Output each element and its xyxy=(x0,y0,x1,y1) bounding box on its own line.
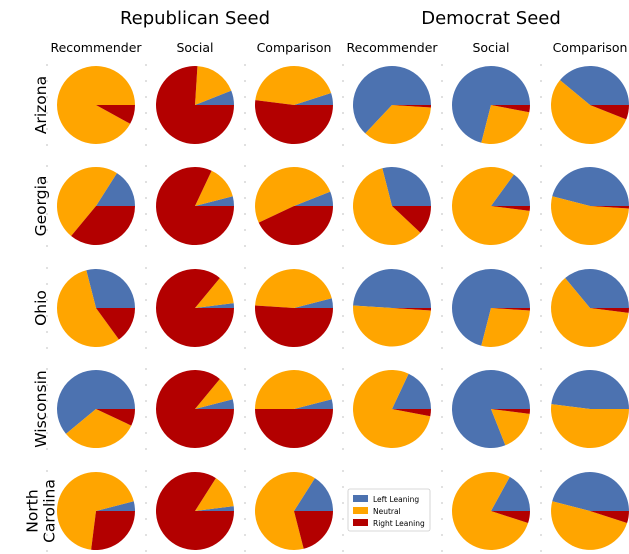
pie-slice-right-leaning xyxy=(255,306,333,347)
pie-slice-right-leaning xyxy=(255,409,333,448)
legend-swatch-neutral xyxy=(353,507,368,514)
row-label-georgia: Georgia xyxy=(32,176,50,237)
column-label-comparison: Comparison xyxy=(257,40,332,55)
column-label-comparison: Comparison xyxy=(553,40,628,55)
seed-title-republican: Republican Seed xyxy=(120,8,270,29)
pie-slice-neutral xyxy=(551,404,629,448)
row-label-wisconsin: Wisconsin xyxy=(32,370,50,447)
row-label-arizona: Arizona xyxy=(32,76,50,134)
column-label-recommender: Recommender xyxy=(346,40,438,55)
column-label-social: Social xyxy=(176,40,213,55)
legend-label-right-leaning: Right Leaning xyxy=(373,519,425,528)
column-label-social: Social xyxy=(472,40,509,55)
pie-slice-right-leaning xyxy=(255,100,333,144)
seed-title-democrat: Democrat Seed xyxy=(421,8,561,29)
row-label-north-carolina: Carolina xyxy=(41,479,59,543)
pie-slice-neutral xyxy=(353,306,431,347)
legend-swatch-left-leaning xyxy=(353,495,368,502)
pie-slice-right-leaning xyxy=(91,511,135,550)
legend-label-neutral: Neutral xyxy=(373,507,401,516)
legend-swatch-right-leaning xyxy=(353,519,368,526)
pie-slice-left-leaning xyxy=(551,370,629,409)
row-label-north-carolina: North xyxy=(24,489,42,532)
column-label-recommender: Recommender xyxy=(50,40,142,55)
pie-slice-left-leaning xyxy=(353,269,431,308)
legend-label-left-leaning: Left Leaning xyxy=(373,495,419,504)
row-label-ohio: Ohio xyxy=(32,290,50,326)
